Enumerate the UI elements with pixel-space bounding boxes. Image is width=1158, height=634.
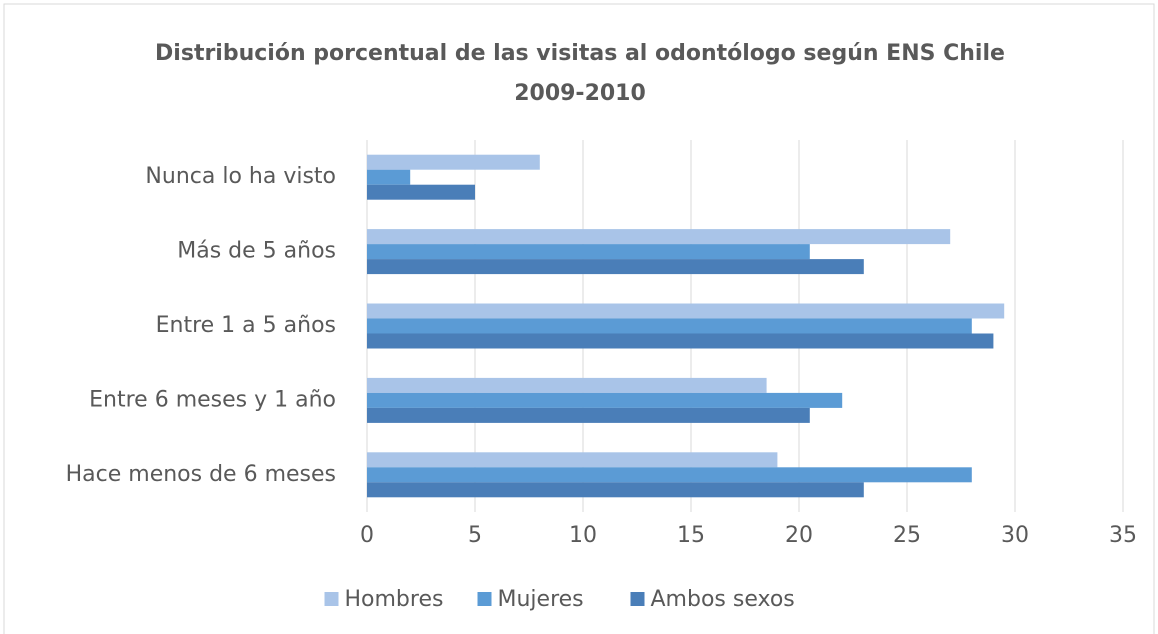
x-tick-label: 0 xyxy=(360,523,374,548)
bar xyxy=(367,259,864,275)
x-tick-label: 25 xyxy=(893,523,921,548)
chart-title: Distribución porcentual de las visitas a… xyxy=(155,41,1005,106)
bar xyxy=(367,377,767,393)
legend-swatch xyxy=(630,592,645,606)
bar xyxy=(367,229,951,245)
legend-swatch xyxy=(324,592,339,606)
x-tick-label: 15 xyxy=(677,523,705,548)
bar xyxy=(367,467,972,483)
y-tick-label: Nunca lo ha visto xyxy=(145,164,336,189)
bar xyxy=(367,184,475,200)
y-tick-label: Más de 5 años xyxy=(177,239,336,264)
bar xyxy=(367,169,411,185)
bar xyxy=(367,244,810,260)
x-tick-label: 20 xyxy=(785,523,813,548)
legend-label: Ambos sexos xyxy=(651,587,795,612)
bar xyxy=(367,407,810,423)
bar xyxy=(367,333,994,349)
bar xyxy=(367,452,778,468)
y-tick-label: Entre 1 a 5 años xyxy=(156,313,336,338)
y-tick-label: Entre 6 meses y 1 año xyxy=(89,387,336,412)
bar xyxy=(367,392,843,408)
bar xyxy=(367,318,972,334)
x-tick-label: 30 xyxy=(1001,523,1029,548)
x-tick-label: 10 xyxy=(569,523,597,548)
bar xyxy=(367,303,1005,319)
bar xyxy=(367,482,864,498)
legend-label: Mujeres xyxy=(498,587,584,612)
bar xyxy=(367,154,540,170)
legend-label: Hombres xyxy=(345,587,444,612)
x-tick-label: 5 xyxy=(468,523,482,548)
y-tick-label: Hace menos de 6 meses xyxy=(66,462,336,487)
x-tick-label: 35 xyxy=(1109,523,1137,548)
legend-swatch xyxy=(477,592,492,606)
chart-border xyxy=(3,3,1155,634)
